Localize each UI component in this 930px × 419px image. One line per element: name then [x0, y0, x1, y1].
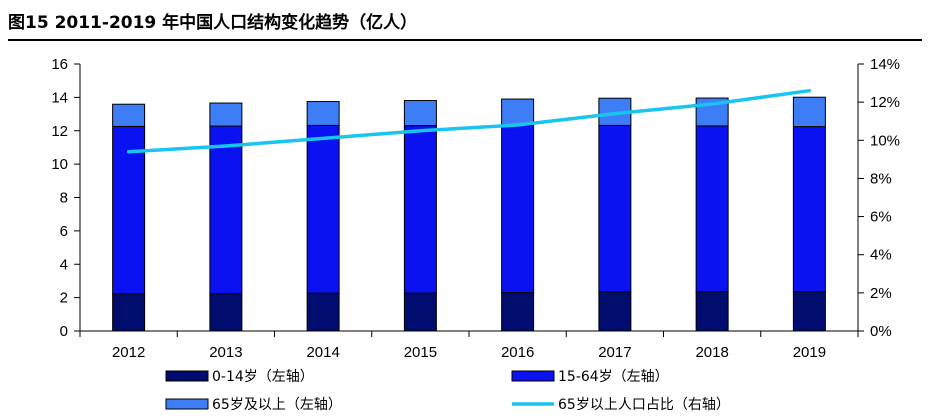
left-tick-label-4: 8	[60, 190, 68, 207]
bar-2018-series-1	[695, 125, 729, 293]
x-tick-label-2014: 2014	[306, 344, 339, 361]
x-tick-label-2017: 2017	[598, 344, 631, 361]
bar-2019-series-2	[792, 96, 826, 128]
bar-2013-series-1	[209, 125, 243, 295]
chart-title: 图15 2011-2019 年中国人口结构变化趋势（亿人）	[8, 8, 922, 41]
left-tick-label-1: 2	[60, 290, 68, 307]
right-tick-label-1: 2%	[870, 285, 892, 302]
right-tick-label-6: 12%	[870, 94, 900, 111]
bar-2017-series-0	[598, 291, 632, 332]
x-tick-label-2018: 2018	[695, 344, 728, 361]
bar-2012-series-0	[112, 293, 146, 332]
bar-2012-series-1	[112, 125, 146, 295]
line-layer	[126, 88, 812, 154]
bar-2017-series-1	[598, 124, 632, 293]
legend-label-2: 65岁及以上（左轴）	[212, 397, 342, 413]
legend-swatch-0	[165, 370, 209, 382]
legend-label-1: 15-64岁（左轴）	[558, 369, 669, 385]
axes-layer: 0 2 4 6 8 10 12 14 16 0% 2% 4% 6% 8% 10% 12% 14% 2012 2013…	[51, 56, 900, 361]
left-tick-label-0: 0	[60, 323, 68, 340]
legend-label-0: 0-14岁（左轴）	[212, 369, 314, 385]
x-tick-label-2015: 2015	[404, 344, 437, 361]
legend: 0-14岁（左轴） 15-64岁（左轴） 65岁及以上（左轴） 65岁以上人口占比（右…	[165, 369, 730, 413]
bar-2016-series-1	[501, 124, 535, 294]
ratio-line-series	[126, 88, 812, 154]
bar-2016-series-2	[501, 98, 535, 126]
bar-2013-series-0	[209, 293, 243, 332]
right-tick-label-4: 8%	[870, 170, 892, 187]
right-tick-label-0: 0%	[870, 323, 892, 340]
bar-2019-series-0	[792, 291, 826, 332]
legend-swatch-2	[165, 398, 209, 410]
x-tick-label-2019: 2019	[793, 344, 826, 361]
bar-2012-series-2	[112, 103, 146, 127]
left-tick-label-5: 10	[51, 156, 68, 173]
legend-swatch-1	[511, 370, 555, 382]
right-tick-label-7: 14%	[870, 56, 900, 73]
bar-2016-series-0	[501, 292, 535, 332]
bar-2015-series-1	[403, 125, 437, 294]
left-tick-label-7: 14	[51, 89, 68, 106]
legend-label-3: 65岁以上人口占比（右轴）	[558, 397, 730, 413]
bar-2014-series-2	[306, 101, 340, 126]
bar-2014-series-1	[306, 124, 340, 294]
right-tick-label-2: 4%	[870, 247, 892, 264]
left-tick-label-6: 12	[51, 123, 68, 140]
x-tick-label-2013: 2013	[209, 344, 242, 361]
x-tick-label-2012: 2012	[112, 344, 145, 361]
bar-layer	[112, 96, 826, 332]
bar-2019-series-1	[792, 126, 826, 293]
left-tick-label-2: 4	[60, 256, 68, 273]
left-tick-label-8: 16	[51, 56, 68, 73]
bar-2015-series-2	[403, 100, 437, 127]
right-tick-label-5: 10%	[870, 132, 900, 149]
bar-2015-series-0	[403, 292, 437, 332]
x-tick-label-2016: 2016	[501, 344, 534, 361]
bar-2014-series-0	[306, 292, 340, 332]
left-tick-label-3: 6	[60, 223, 68, 240]
right-tick-label-3: 6%	[870, 209, 892, 226]
bar-2018-series-0	[695, 291, 729, 332]
bar-2013-series-2	[209, 102, 243, 127]
